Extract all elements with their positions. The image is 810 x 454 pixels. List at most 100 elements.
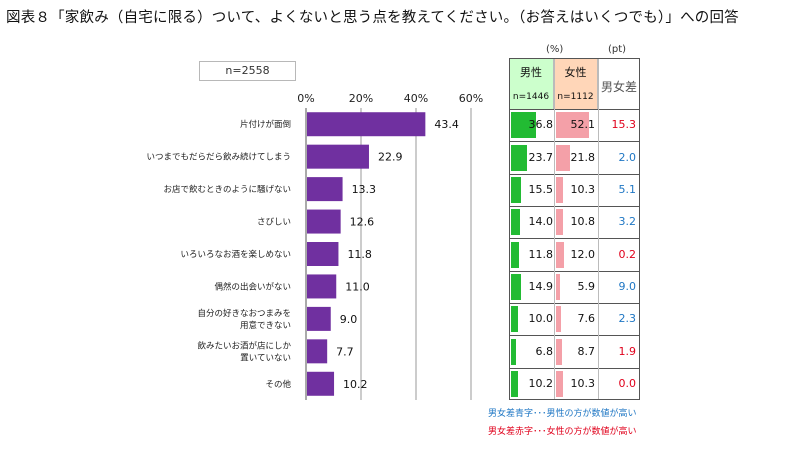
male-header-label: 男性 xyxy=(520,66,542,79)
table-row-divider xyxy=(509,367,640,369)
bar xyxy=(307,242,339,266)
bar xyxy=(307,144,369,169)
x-tick-label: 20% xyxy=(349,92,373,105)
bar xyxy=(307,177,343,202)
category-label: 飲みたいお酒が店にしか置いていない xyxy=(197,340,291,363)
table-header-divider xyxy=(509,109,640,110)
male-bar xyxy=(511,370,518,397)
legend-red-note: 男女差赤字･･･女性の方が数値が高い xyxy=(488,427,637,437)
female-value: 8.7 xyxy=(577,344,596,358)
category-label: いつまでもだらだら飲み続けてしまう xyxy=(146,152,291,163)
male-value: 11.8 xyxy=(528,247,554,261)
category-label: お店で飲むときのように騒げない xyxy=(163,184,291,195)
female-value: 5.9 xyxy=(577,279,596,293)
bar-value-label: 7.7 xyxy=(336,345,354,358)
male-bar xyxy=(511,273,521,300)
unit-percent-label: (%) xyxy=(546,44,564,55)
female-value: 10.3 xyxy=(570,376,596,390)
table-row-divider xyxy=(509,335,640,337)
bar-value-label: 13.3 xyxy=(352,183,377,196)
category-label: その他 xyxy=(265,379,291,390)
table-row-divider xyxy=(509,303,640,304)
bar xyxy=(307,371,335,396)
female-value: 10.3 xyxy=(570,182,596,196)
bar-value-label: 9.0 xyxy=(340,313,358,326)
bar-value-label: 22.9 xyxy=(378,151,403,164)
diff-value: 9.0 xyxy=(618,279,637,293)
sample-size-box: n=2558 xyxy=(199,61,296,81)
table-row-divider xyxy=(509,173,640,175)
bar-value-label: 11.0 xyxy=(345,280,370,293)
male-value: 23.7 xyxy=(528,150,554,164)
male-value: 10.2 xyxy=(528,376,554,390)
male-bar xyxy=(511,241,519,268)
bar xyxy=(307,209,341,234)
page-title: 図表８「家飲み（自宅に限る）ついて、よくないと思う点を教えてください。（お答えは… xyxy=(6,10,739,26)
female-value: 21.8 xyxy=(570,150,596,164)
diff-value: 15.3 xyxy=(611,118,637,132)
diff-value: 5.1 xyxy=(618,182,637,196)
male-value: 36.8 xyxy=(528,118,554,132)
male-value: 14.9 xyxy=(528,279,554,293)
female-bar xyxy=(556,209,563,236)
female-bar xyxy=(556,306,561,333)
legend-blue-note: 男女差青字･･･男性の方が数値が高い xyxy=(488,409,637,419)
bar-value-label: 43.4 xyxy=(434,118,459,131)
male-bar xyxy=(511,144,527,171)
diff-value: 2.3 xyxy=(618,312,637,326)
bar-value-label: 11.8 xyxy=(347,248,372,261)
diff-value: 1.9 xyxy=(618,344,637,358)
bar-value-label: 12.6 xyxy=(350,216,375,229)
female-column-header: 女性 n=1112 xyxy=(554,58,598,109)
bar xyxy=(307,274,337,299)
male-bar xyxy=(511,112,536,139)
bar xyxy=(307,306,331,331)
category-label: いろいろなお酒を楽しめない xyxy=(180,249,291,260)
table-row-divider xyxy=(509,206,640,207)
male-value: 6.8 xyxy=(535,344,554,358)
female-header-label: 女性 xyxy=(564,66,587,79)
table-row-divider xyxy=(509,141,640,143)
bar-value-label: 10.2 xyxy=(343,378,368,391)
male-bar xyxy=(511,209,521,236)
category-label: 自分の好きなおつまみを用意できない xyxy=(197,308,291,331)
female-bar xyxy=(556,338,562,365)
table-row-divider xyxy=(509,270,640,272)
unit-point-label: (pt) xyxy=(608,44,627,55)
female-bar xyxy=(556,370,563,397)
diff-header-label: 男女差 xyxy=(600,80,637,94)
female-value: 10.8 xyxy=(570,215,596,229)
category-label: さびしい xyxy=(257,218,291,228)
table-row-divider xyxy=(509,238,640,240)
category-label: 片付けが面倒 xyxy=(240,119,291,130)
male-bar xyxy=(511,306,518,333)
diff-value: 3.2 xyxy=(618,215,637,229)
x-tick-label: 0% xyxy=(297,92,314,105)
table-column-divider xyxy=(554,58,555,400)
female-bar xyxy=(556,241,564,268)
x-tick-label: 40% xyxy=(404,92,428,105)
male-value: 15.5 xyxy=(528,182,554,196)
female-bar xyxy=(556,112,589,139)
diff-value: 2.0 xyxy=(618,150,637,164)
diff-value: 0.2 xyxy=(618,247,637,261)
bar xyxy=(307,339,328,364)
female-value: 12.0 xyxy=(570,247,596,261)
male-value: 10.0 xyxy=(528,312,554,326)
bar xyxy=(307,112,426,137)
diff-value: 0.0 xyxy=(618,376,637,390)
male-sample-size: n=1446 xyxy=(512,92,550,102)
category-label: 偶然の出会いがない xyxy=(214,281,291,292)
male-bar xyxy=(511,338,516,365)
female-value: 52.1 xyxy=(570,118,596,132)
female-bar xyxy=(556,176,563,203)
male-bar xyxy=(511,176,522,203)
diff-column-header: 男女差 xyxy=(598,58,640,109)
female-bar xyxy=(556,144,570,171)
table-column-divider xyxy=(598,58,599,400)
male-column-header: 男性 n=1446 xyxy=(509,58,554,109)
male-value: 14.0 xyxy=(528,215,554,229)
female-sample-size: n=1112 xyxy=(557,92,594,102)
female-bar xyxy=(556,273,560,300)
